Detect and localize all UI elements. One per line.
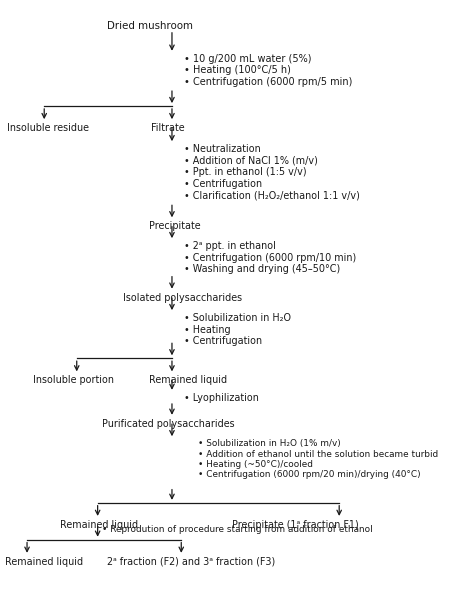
Text: Isolated polysaccharides: Isolated polysaccharides — [123, 293, 242, 303]
Text: • 10 g/200 mL water (5%)
• Heating (100°C/5 h)
• Centrifugation (6000 rpm/5 min): • 10 g/200 mL water (5%) • Heating (100°… — [183, 53, 352, 87]
Text: Precipitate: Precipitate — [149, 222, 201, 231]
Text: Remained liquid: Remained liquid — [5, 557, 83, 567]
Text: Precipitate (1ᵃ fraction F1): Precipitate (1ᵃ fraction F1) — [232, 520, 359, 530]
Text: 2ᵃ fraction (F2) and 3ᵃ fraction (F3): 2ᵃ fraction (F2) and 3ᵃ fraction (F3) — [107, 557, 275, 567]
Text: • Lyophilization: • Lyophilization — [183, 393, 258, 402]
Text: Filtrate: Filtrate — [151, 123, 185, 134]
Text: • Solubilization in H₂O (1% m/v)
• Addition of ethanol until the solution became: • Solubilization in H₂O (1% m/v) • Addit… — [198, 439, 438, 480]
Text: • Solubilization in H₂O
• Heating
• Centrifugation: • Solubilization in H₂O • Heating • Cent… — [183, 313, 291, 346]
Text: • 2ᵃ ppt. in ethanol
• Centrifugation (6000 rpm/10 min)
• Washing and drying (45: • 2ᵃ ppt. in ethanol • Centrifugation (6… — [183, 241, 356, 274]
Text: Purificated polysaccharides: Purificated polysaccharides — [102, 419, 235, 429]
Text: Insoluble portion: Insoluble portion — [33, 376, 114, 385]
Text: Insoluble residue: Insoluble residue — [7, 123, 89, 134]
Text: Dried mushroom: Dried mushroom — [107, 21, 193, 31]
Text: Remained liquid: Remained liquid — [61, 520, 138, 530]
Text: • Reprodution of procedure starting from addition of ethanol: • Reprodution of procedure starting from… — [102, 525, 373, 534]
Text: Remained liquid: Remained liquid — [149, 376, 227, 385]
Text: • Neutralization
• Addition of NaCl 1% (m/v)
• Ppt. in ethanol (1:5 v/v)
• Centr: • Neutralization • Addition of NaCl 1% (… — [183, 144, 359, 200]
